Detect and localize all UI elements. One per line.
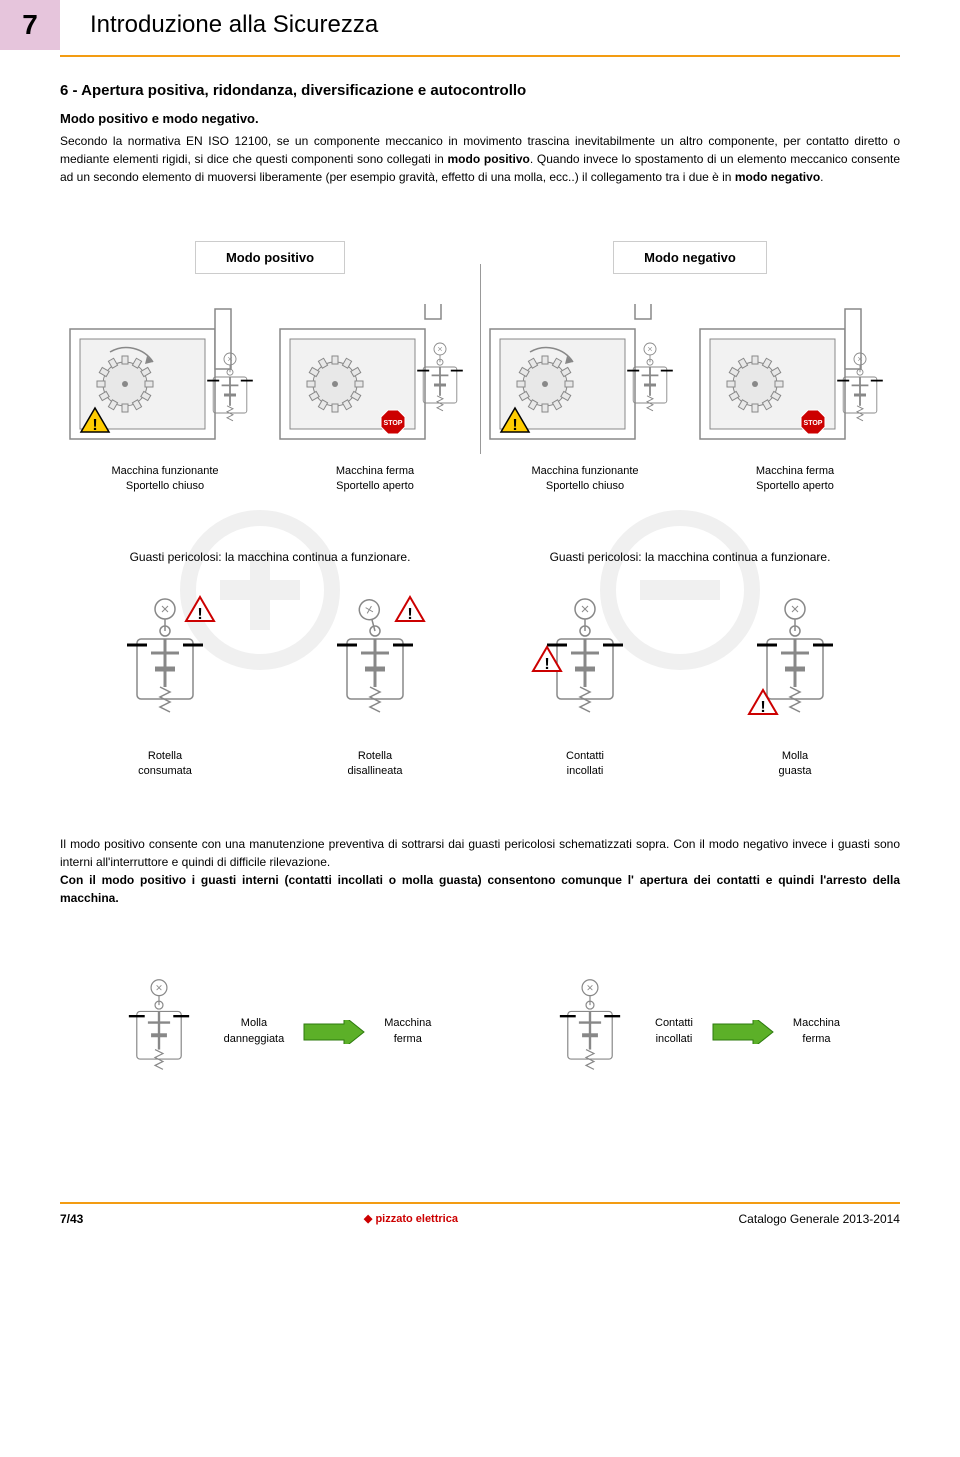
page-number: 7/43 bbox=[60, 1212, 83, 1226]
machine-diagram-row bbox=[60, 304, 900, 454]
switch-molla-guasta bbox=[735, 589, 855, 739]
result-switch-molla bbox=[109, 962, 209, 1102]
machine-captions-row: Macchina funzionanteSportello chiuso Mac… bbox=[60, 464, 900, 495]
caption-molla-guasta: Mollaguasta bbox=[690, 749, 900, 780]
switch-captions-row: Rotellaconsumata Rotelladisallineata Con… bbox=[60, 749, 900, 780]
caption-rotella-consumata: Rotellaconsumata bbox=[60, 749, 270, 780]
chapter-number-tab: 7 bbox=[0, 0, 60, 50]
page-header: 7 Introduzione alla Sicurezza bbox=[0, 0, 960, 50]
mode-positive-label: Modo positivo bbox=[195, 241, 345, 274]
caption-neg-running: Macchina funzionanteSportello chiuso bbox=[480, 464, 690, 495]
caption-pos-running: Macchina funzionanteSportello chiuso bbox=[60, 464, 270, 495]
diagram-negative-stopped bbox=[695, 304, 895, 454]
mode-negative-label: Modo negativo bbox=[613, 241, 767, 274]
section-heading: 6 - Apertura positiva, ridondanza, diver… bbox=[60, 82, 900, 99]
diagram-positive-stopped bbox=[275, 304, 475, 454]
caption-pos-stopped: Macchina fermaSportello aperto bbox=[270, 464, 480, 495]
result-label-contatti: Contattiincollati bbox=[655, 1016, 693, 1047]
diagram-negative-running bbox=[485, 304, 685, 454]
result-label-molla: Molladanneggiata bbox=[224, 1016, 285, 1047]
caption-contatti-incollati: Contattiincollati bbox=[480, 749, 690, 780]
switch-rotella-consumata bbox=[105, 589, 225, 739]
result-output-right: Macchinaferma bbox=[793, 1016, 840, 1047]
diagram-positive-running bbox=[65, 304, 265, 454]
switch-diagram-row bbox=[60, 589, 900, 739]
chapter-title: Introduzione alla Sicurezza bbox=[60, 0, 960, 50]
result-row: Molladanneggiata Macchinaferma Contattii… bbox=[60, 962, 900, 1102]
fault-text-positive: Guasti pericolosi: la macchina continua … bbox=[130, 550, 411, 564]
vertical-divider bbox=[480, 264, 481, 454]
page-footer: 7/43 ◆ pizzato elettrica Catalogo Genera… bbox=[60, 1202, 900, 1226]
caption-rotella-disallineata: Rotelladisallineata bbox=[270, 749, 480, 780]
result-switch-contatti bbox=[540, 962, 640, 1102]
arrow-icon bbox=[708, 1020, 778, 1044]
header-rule bbox=[60, 55, 900, 57]
conclusion-paragraph: Il modo positivo consente con una manute… bbox=[60, 835, 900, 907]
switch-contatti-incollati bbox=[525, 589, 645, 739]
footer-logo: ◆ pizzato elettrica bbox=[364, 1212, 458, 1225]
fault-text-row: Guasti pericolosi: la macchina continua … bbox=[60, 550, 900, 564]
subheading: Modo positivo e modo negativo. bbox=[60, 111, 900, 126]
result-output-left: Macchinaferma bbox=[384, 1016, 431, 1047]
caption-neg-stopped: Macchina fermaSportello aperto bbox=[690, 464, 900, 495]
catalog-ref: Catalogo Generale 2013-2014 bbox=[739, 1212, 900, 1226]
switch-rotella-disallineata bbox=[315, 589, 435, 739]
arrow-icon bbox=[299, 1020, 369, 1044]
intro-paragraph: Secondo la normativa EN ISO 12100, se un… bbox=[60, 132, 900, 186]
fault-text-negative: Guasti pericolosi: la macchina continua … bbox=[550, 550, 831, 564]
